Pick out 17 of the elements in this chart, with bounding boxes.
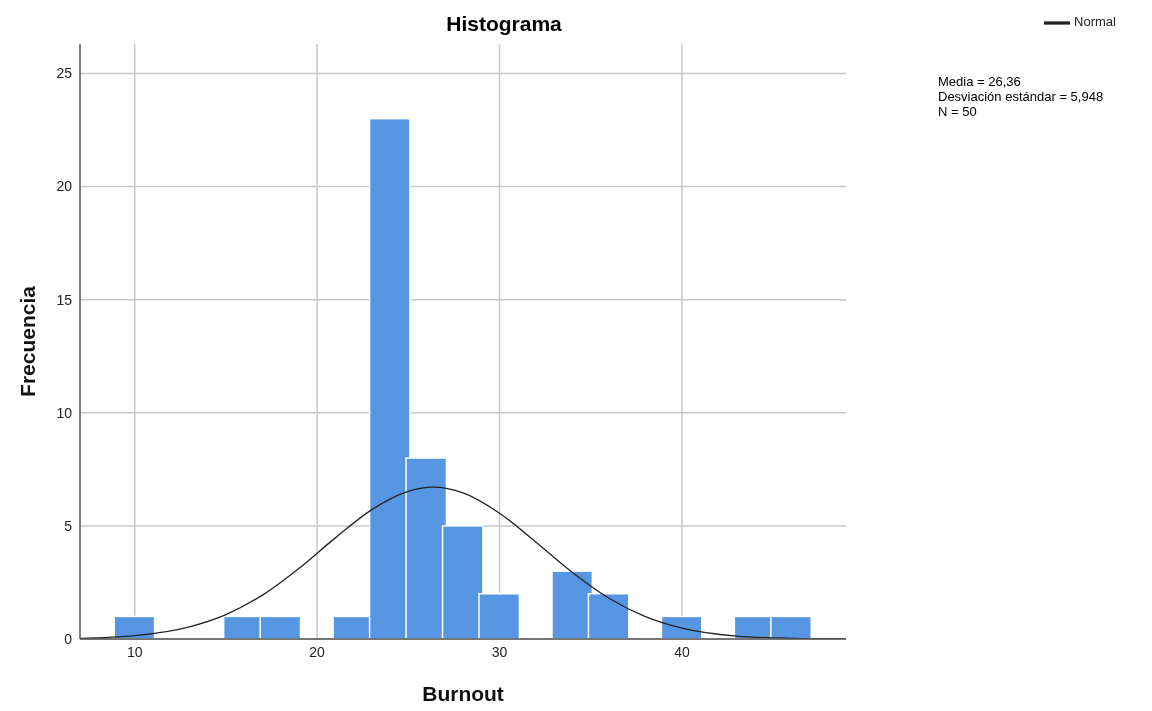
x-tick-label: 30 [491,643,508,660]
legend-label: Normal [1074,14,1116,30]
y-tick-label: 5 [64,517,73,534]
x-tick-label: 20 [309,643,326,660]
x-axis-title: Burnout [422,682,504,705]
y-tick-label: 10 [56,404,73,421]
y-tick-label: 15 [56,291,73,308]
text: Media = 26,36 [938,74,1022,89]
text: Desviación estándar = 5,948 [938,89,1104,104]
y-tick-label: 0 [64,630,73,647]
y-tick-label: 25 [56,65,73,82]
chart-title: Histograma [445,12,563,36]
text: N = 50 [938,104,978,119]
y-axis-title: Frecuencia [16,285,40,397]
x-tick-label: 40 [674,643,690,660]
y-tick-label: 20 [56,178,73,195]
x-tick-label: 10 [126,643,143,660]
